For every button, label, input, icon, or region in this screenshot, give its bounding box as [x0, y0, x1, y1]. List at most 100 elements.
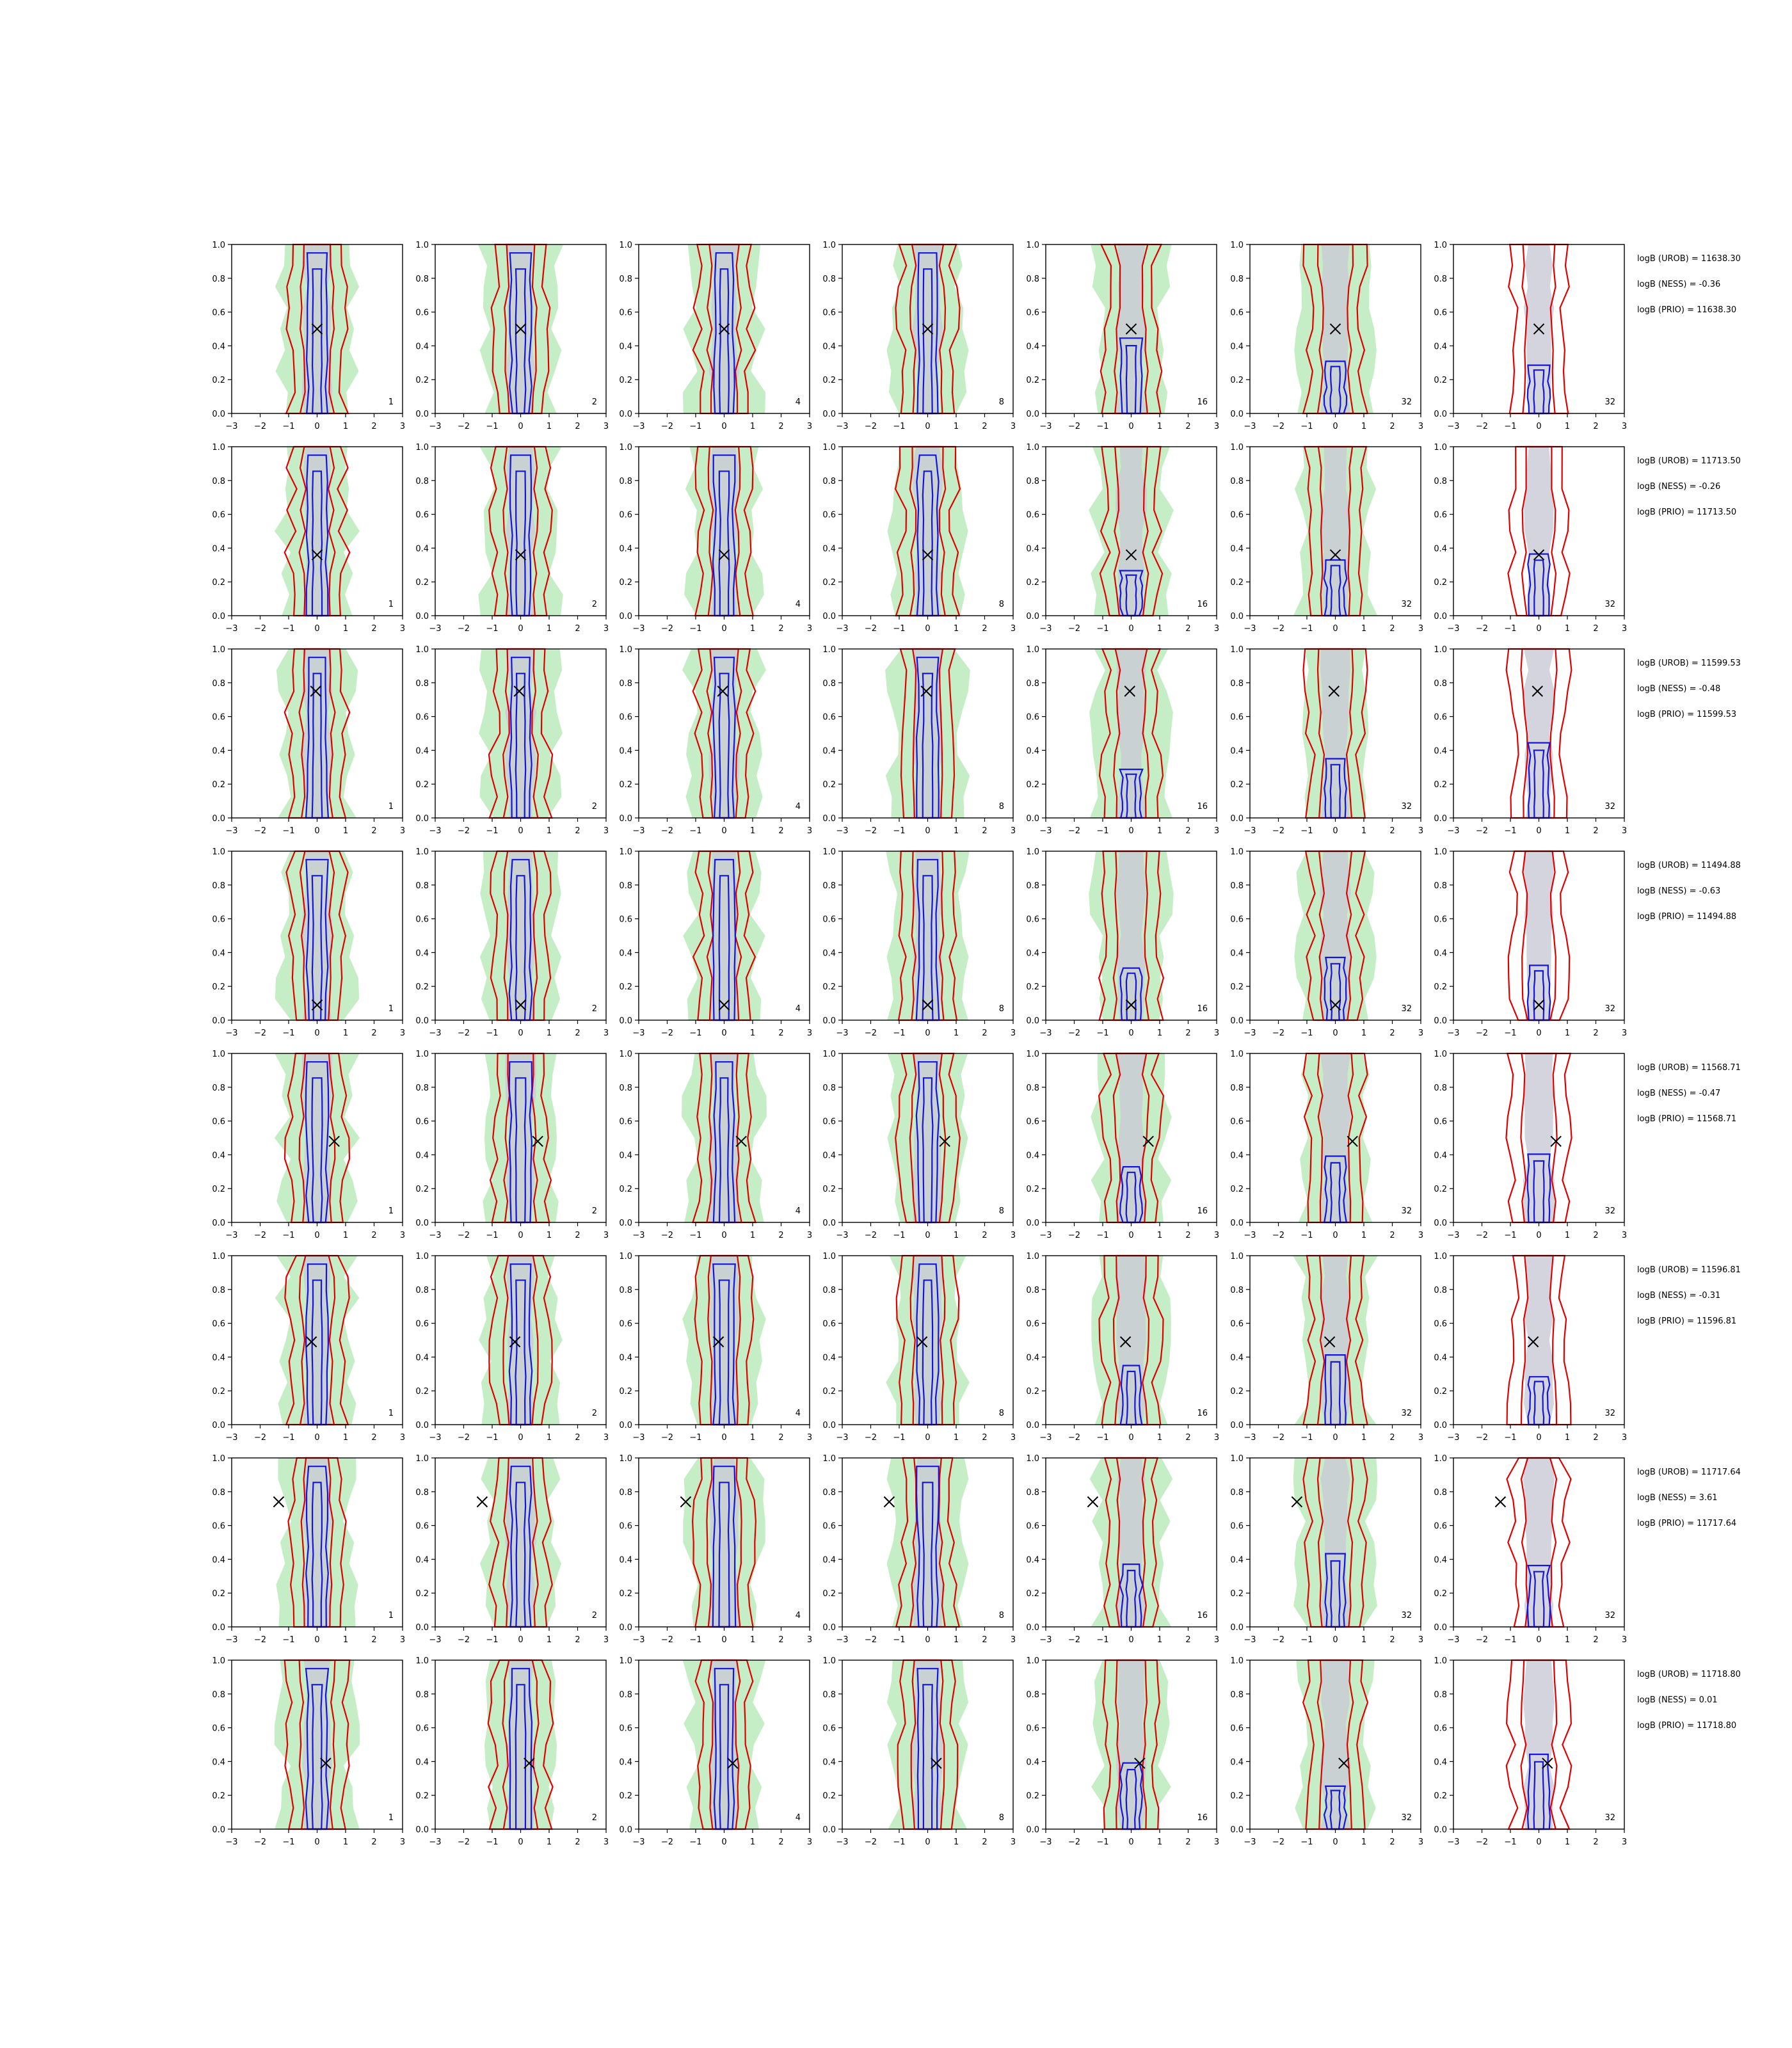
panel-label: 16: [1197, 397, 1208, 407]
panel-r3-c2: −3 −2 −1 0 1 2 3 0.0 0.2 0.4 0.6 0.8 1.0 2: [415, 645, 609, 836]
x-tick-label: −1: [1096, 1837, 1108, 1847]
inner-contour: [305, 1263, 330, 1426]
x-tick-label: −1: [689, 1837, 701, 1847]
x-tick-label: 0: [1536, 1635, 1541, 1645]
y-tick-label: 1.0: [619, 1656, 632, 1666]
x-tick-label: −3: [429, 1837, 441, 1847]
x-tick-label: −3: [1244, 826, 1256, 836]
y-tick-label: 0.2: [1230, 982, 1244, 992]
x-tick-label: 2: [778, 422, 783, 431]
x-tick-label: 1: [547, 826, 552, 836]
y-tick-label: 0.6: [212, 1320, 225, 1329]
x-tick-label: −1: [1300, 1433, 1313, 1443]
inner-contour: [1527, 553, 1551, 617]
inner-fill: [1320, 1053, 1351, 1222]
y-tick-label: 0.4: [822, 1353, 836, 1363]
x-tick-label: 3: [1418, 422, 1423, 431]
x-tick-label: 0: [314, 1433, 319, 1443]
y-tick-label: 1.0: [1434, 443, 1447, 452]
x-tick-label: −3: [1244, 1028, 1256, 1038]
y-tick-label: 1.0: [1026, 443, 1039, 452]
y-tick-label: 0.4: [1230, 544, 1244, 554]
true-value-marker: [1142, 1135, 1154, 1147]
inner-contour: [305, 859, 329, 1021]
x-tick-label: −3: [632, 1635, 644, 1645]
x-tick-label: −3: [632, 624, 644, 634]
core-contour: [719, 1684, 730, 1830]
x-tick-label: −2: [1068, 422, 1080, 431]
y-tick-label: 0.2: [1230, 1387, 1244, 1396]
true-value-marker: [1542, 1757, 1553, 1769]
y-tick-label: 1.0: [1230, 1050, 1244, 1059]
inner-fill: [1116, 447, 1147, 616]
x-tick-label: 0: [1332, 1635, 1338, 1645]
y-tick-label: 0.8: [1230, 881, 1244, 891]
inner-contour: [712, 859, 737, 1021]
x-tick-label: 0: [314, 1635, 319, 1645]
x-tick-label: −1: [1096, 1433, 1108, 1443]
inner-fill: [708, 1458, 740, 1627]
panel-r4-c7: −3 −2 −1 0 1 2 3 0.0 0.2 0.4 0.6 0.8 1.0 32: [1434, 847, 1627, 1038]
x-tick-label: 2: [371, 1635, 376, 1645]
panel-r2-c1: −3 −2 −1 0 1 2 3 0.0 0.2 0.4 0.6 0.8 1.0 1: [212, 443, 405, 634]
x-tick-label: 0: [1332, 826, 1338, 836]
y-tick-label: 0.4: [415, 1555, 429, 1565]
y-tick-label: 0.4: [415, 1757, 429, 1767]
y-tick-label: 0.2: [415, 1185, 429, 1194]
x-tick-label: 0: [721, 1433, 726, 1443]
x-tick-label: 3: [1011, 1837, 1016, 1847]
panel-r7-c7: −3 −2 −1 0 1 2 3 0.0 0.2 0.4 0.6 0.8 1.0 32: [1434, 1454, 1627, 1645]
y-tick-label: 0.6: [1026, 1320, 1039, 1329]
x-tick-label: −3: [632, 1028, 644, 1038]
x-tick-label: −2: [1272, 624, 1284, 634]
logB-annotation: logB (NESS) = 3.61: [1637, 1493, 1718, 1503]
x-tick-label: 0: [518, 422, 523, 431]
x-tick-label: −2: [1068, 1028, 1080, 1038]
x-tick-label: −1: [1300, 1635, 1313, 1645]
x-tick-label: 3: [604, 826, 609, 836]
y-tick-label: 0.2: [1026, 1589, 1039, 1599]
x-tick-label: −2: [1476, 826, 1488, 836]
x-tick-label: 0: [518, 1837, 523, 1847]
inner-fill: [1523, 1053, 1555, 1222]
y-tick-label: 1.0: [619, 1050, 632, 1059]
panel-label: 32: [1604, 1611, 1615, 1620]
x-tick-label: −2: [1068, 1635, 1080, 1645]
core-contour: [922, 1684, 933, 1830]
y-tick-label: 0.8: [212, 1286, 225, 1295]
y-tick-label: 0.2: [822, 780, 836, 790]
core-contour: [1533, 559, 1545, 617]
x-tick-label: −2: [458, 1837, 470, 1847]
inner-contour: [1527, 1376, 1551, 1426]
y-tick-label: 1.0: [1026, 847, 1039, 857]
x-tick-label: 2: [1593, 1837, 1598, 1847]
core-contour: [922, 673, 934, 819]
y-tick-label: 0.8: [1230, 1286, 1244, 1295]
y-tick-label: 0.0: [822, 1421, 836, 1430]
true-value-marker: [1329, 323, 1341, 335]
y-tick-label: 0.6: [619, 1522, 632, 1532]
x-tick-label: −2: [865, 1433, 877, 1443]
y-tick-label: 0.8: [1434, 881, 1447, 891]
y-tick-label: 0.4: [212, 1353, 225, 1363]
x-tick-label: −2: [1272, 1837, 1284, 1847]
panel-r8-c2: −3 −2 −1 0 1 2 3 0.0 0.2 0.4 0.6 0.8 1.0 2: [415, 1656, 609, 1847]
y-tick-label: 0.6: [1434, 308, 1447, 318]
x-tick-label: 3: [1214, 1433, 1219, 1443]
y-tick-label: 0.2: [212, 1791, 225, 1801]
panel-label: 32: [1401, 1206, 1412, 1216]
inner-contour: [1119, 1762, 1143, 1830]
y-tick-label: 1.0: [822, 443, 836, 452]
x-tick-label: 0: [721, 1837, 726, 1847]
inner-fill: [1523, 1458, 1555, 1627]
y-tick-label: 0.4: [619, 1353, 632, 1363]
x-tick-label: 0: [721, 1635, 726, 1645]
x-tick-label: 1: [1565, 1433, 1570, 1443]
y-tick-label: 1.0: [822, 1656, 836, 1666]
x-tick-label: 3: [1011, 826, 1016, 836]
y-tick-label: 0.2: [1230, 780, 1244, 790]
core-contour: [515, 1684, 527, 1830]
y-tick-label: 0.4: [415, 746, 429, 756]
x-tick-label: 3: [807, 624, 812, 634]
x-tick-label: 0: [1128, 1433, 1133, 1443]
